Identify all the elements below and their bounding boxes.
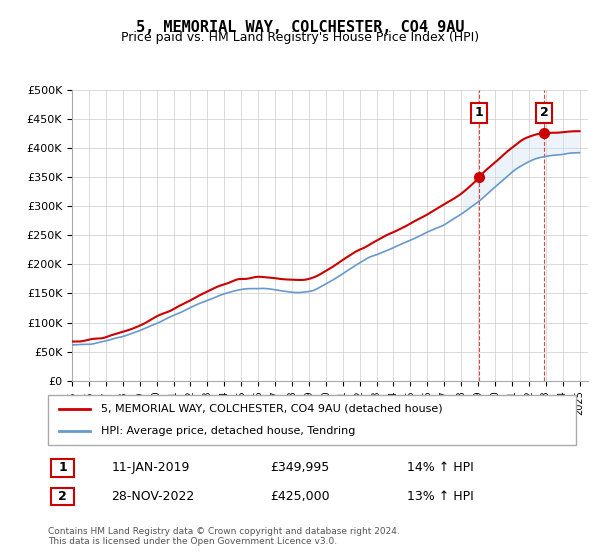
Text: Contains HM Land Registry data © Crown copyright and database right 2024.
This d: Contains HM Land Registry data © Crown c… [48,526,400,546]
Text: 14% ↑ HPI: 14% ↑ HPI [407,461,474,474]
Text: 13% ↑ HPI: 13% ↑ HPI [407,489,474,503]
Text: 2: 2 [58,489,67,503]
Text: 11-JAN-2019: 11-JAN-2019 [112,461,190,474]
FancyBboxPatch shape [48,395,576,445]
FancyBboxPatch shape [50,459,74,477]
Text: £425,000: £425,000 [270,489,329,503]
Text: 1: 1 [58,461,67,474]
Text: £349,995: £349,995 [270,461,329,474]
FancyBboxPatch shape [50,488,74,505]
Text: 2: 2 [540,106,549,119]
Text: 28-NOV-2022: 28-NOV-2022 [112,489,194,503]
Text: 5, MEMORIAL WAY, COLCHESTER, CO4 9AU: 5, MEMORIAL WAY, COLCHESTER, CO4 9AU [136,20,464,35]
Text: Price paid vs. HM Land Registry's House Price Index (HPI): Price paid vs. HM Land Registry's House … [121,31,479,44]
Text: 5, MEMORIAL WAY, COLCHESTER, CO4 9AU (detached house): 5, MEMORIAL WAY, COLCHESTER, CO4 9AU (de… [101,404,442,414]
Text: 1: 1 [475,106,483,119]
Text: HPI: Average price, detached house, Tendring: HPI: Average price, detached house, Tend… [101,426,355,436]
